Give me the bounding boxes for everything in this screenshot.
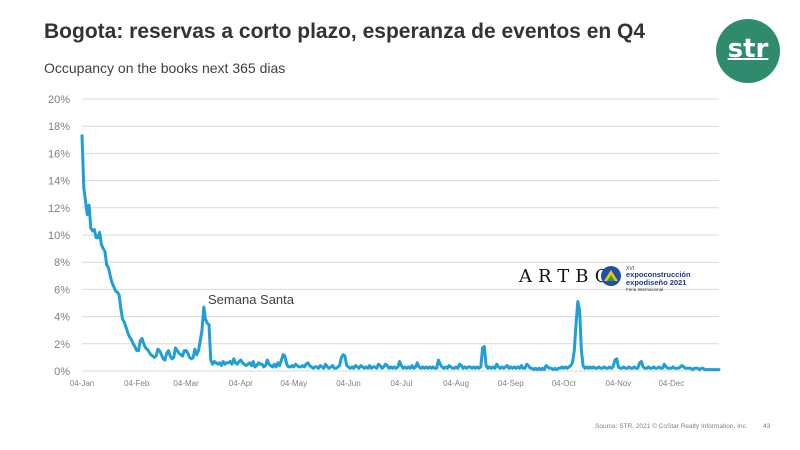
x-tick-label: 04-May [280,379,307,388]
grid-layer [82,98,719,372]
page-number: 43 [763,423,771,430]
y-tick-label: 20% [48,94,70,106]
occupancy-series-line [80,134,721,372]
y-tick-label: 14% [48,176,70,188]
y-tick-label: 4% [54,312,70,324]
artbo-logo: ARTBO [518,266,616,287]
x-tick-label: 04-Dec [658,379,684,388]
y-tick-label: 18% [48,121,70,133]
expo-emblem-inner [607,275,615,281]
x-tick-label: 04-Nov [606,379,632,388]
expo-line-3: Feria Internacional [626,287,663,292]
x-tick-label: 04-Aug [443,379,469,388]
y-tick-label: 0% [54,366,70,378]
y-tick-label: 12% [48,203,70,215]
annotation-semana-santa: Semana Santa [208,292,295,307]
expo-edition: XVI [626,266,634,272]
x-tick-label: 04-Jul [390,379,412,388]
expo-line-1: expoconstrucción [626,270,691,279]
x-axis-ticks: 04-Jan 04-Feb 04-Mar 04-Apr 04-May 04-Jun 04-J… [70,379,684,388]
str-logo: str [716,19,780,83]
str-logo-text: str [727,34,769,64]
source-note: Source: STR. 2021 © CoStar Realty Inform… [595,423,748,430]
y-tick-label: 2% [54,339,70,351]
x-tick-label: 04-Mar [173,379,199,388]
x-tick-label: 04-Jun [336,379,360,388]
y-axis-ticks: 0% 2% 4% 6% 8% 10% 12% 14% 16% 18% 20% [48,94,70,378]
x-tick-label: 04-Oct [552,379,577,388]
y-tick-label: 6% [54,284,70,296]
y-tick-label: 16% [48,148,70,160]
chart-subtitle: Occupancy on the books next 365 dias [44,60,286,76]
y-tick-label: 8% [54,257,70,269]
x-tick-label: 04-Apr [229,379,253,388]
x-tick-label: 04-Sep [498,379,524,388]
expoconstruccion-logo: XVI expoconstrucción expodiseño 2021 Fer… [601,266,691,292]
page-title: Bogota: reservas a corto plazo, esperanz… [44,20,646,43]
expo-line-2: expodiseño 2021 [626,278,686,287]
y-tick-label: 10% [48,230,70,242]
x-tick-label: 04-Jan [70,379,94,388]
artbo-logo-text: ARTBO [518,266,616,287]
x-tick-label: 04-Feb [124,379,150,388]
